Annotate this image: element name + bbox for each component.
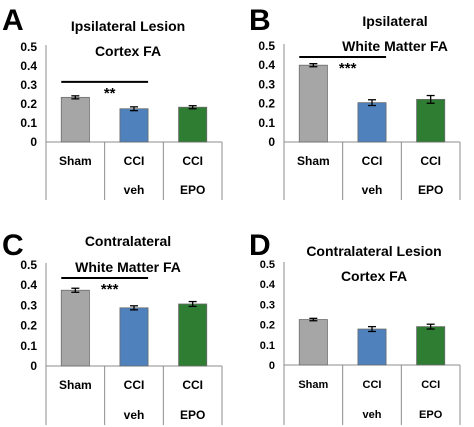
- y-tick-label: 0.1: [20, 339, 37, 353]
- y-tick-label: 0: [268, 135, 275, 149]
- category-label: CCI: [421, 379, 440, 391]
- category-label: CCI: [124, 378, 145, 392]
- bar-cci-veh: [357, 328, 387, 366]
- chart-title-line: Cortex FA: [95, 43, 161, 59]
- bar-sham: [60, 289, 90, 367]
- chart-title-line: White Matter FA: [342, 38, 448, 54]
- category-label: CCI: [363, 379, 382, 391]
- bar-cci-veh: [119, 108, 149, 143]
- category-label: veh: [363, 409, 382, 421]
- chart-title-line: White Matter FA: [75, 259, 181, 275]
- bar-cci-epo: [416, 98, 446, 143]
- y-tick-label: 0: [30, 135, 37, 149]
- category-label: veh: [362, 183, 383, 197]
- y-tick-label: 0.1: [258, 116, 275, 130]
- bar-sham: [298, 319, 328, 366]
- y-tick-label: 0.1: [20, 116, 37, 130]
- y-tick-label: 0.3: [20, 298, 37, 312]
- y-tick-label: 0: [269, 360, 275, 372]
- y-tick-label: 0.2: [258, 97, 275, 111]
- y-tick-label: 0.2: [20, 319, 37, 333]
- panel-b: B Ipsilateral White Matter FA 0 0.1 0.2 0.3 0.4…: [249, 4, 461, 200]
- panel-label: D: [249, 229, 271, 262]
- bar-cci-epo: [178, 303, 208, 367]
- category-label: CCI: [182, 378, 203, 392]
- y-tick-label: 0.3: [260, 299, 275, 311]
- y-tick-label: 0.3: [258, 77, 275, 91]
- panel-a: A Ipsilateral Lesion Cortex FA 0 0.1 0.2 0.3 0.…: [2, 4, 223, 200]
- significance-label: **: [104, 85, 116, 102]
- y-tick-label: 0: [30, 359, 37, 373]
- chart-title-line: Ipsilateral Lesion: [71, 18, 185, 34]
- panel-label: C: [2, 229, 24, 262]
- category-label: EPO: [180, 408, 205, 422]
- category-label: veh: [124, 183, 145, 197]
- y-tick-label: 0.1: [260, 340, 275, 352]
- y-tick-label: 0.2: [260, 320, 275, 332]
- panel-label: A: [2, 4, 24, 37]
- significance-label: ***: [339, 60, 357, 77]
- bar-cci-epo: [416, 326, 446, 366]
- bar-cci-veh: [357, 102, 387, 143]
- category-label: Sham: [59, 378, 92, 392]
- bar-sham: [60, 96, 90, 143]
- y-tick-label: 0.3: [20, 78, 37, 92]
- significance-label: ***: [101, 281, 119, 298]
- y-tick-label: 0.4: [258, 58, 275, 72]
- category-label: CCI: [124, 154, 145, 168]
- y-tick-label: 0.4: [20, 278, 37, 292]
- category-label: Sham: [59, 154, 92, 168]
- bar-cci-epo: [178, 106, 208, 143]
- category-label: CCI: [420, 154, 441, 168]
- chart-title-line: Cortex FA: [341, 268, 407, 284]
- chart-title-line: Contralateral: [85, 233, 171, 249]
- y-tick-label: 0.4: [260, 279, 276, 291]
- category-label: EPO: [180, 183, 205, 197]
- category-label: CCI: [362, 154, 383, 168]
- category-label: veh: [124, 408, 145, 422]
- y-tick-label: 0.2: [20, 97, 37, 111]
- category-label: EPO: [419, 409, 443, 421]
- category-label: Sham: [298, 379, 328, 391]
- chart-title-line: Contralateral Lesion: [306, 243, 441, 259]
- y-tick-label: 0.5: [258, 39, 275, 53]
- category-label: Sham: [297, 154, 330, 168]
- category-label: EPO: [418, 183, 443, 197]
- category-label: CCI: [182, 154, 203, 168]
- bar-cci-veh: [119, 307, 149, 367]
- chart-title-line: Ipsilateral: [362, 13, 427, 29]
- y-tick-label: 0.5: [20, 40, 37, 54]
- y-tick-label: 0.5: [20, 258, 37, 272]
- panel-c: C Contralateral White Matter FA 0 0.1 0.2 0.3 0…: [2, 229, 223, 425]
- panel-label: B: [249, 4, 271, 37]
- y-tick-label: 0.4: [20, 59, 37, 73]
- y-tick-label: 0.5: [260, 259, 275, 271]
- panel-d: D Contralateral Lesion Cortex FA 0 0.1 0.2 0.3…: [249, 229, 461, 425]
- bar-sham: [298, 64, 328, 143]
